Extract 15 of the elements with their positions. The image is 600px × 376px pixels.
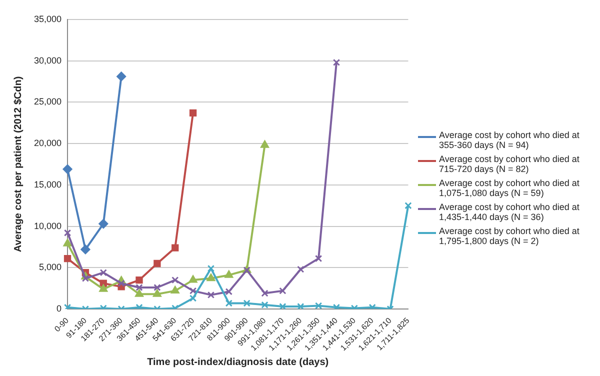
y-tick-label: 30,000: [34, 55, 62, 66]
y-tick-label: 0: [56, 304, 62, 314]
y-tick-label: 25,000: [34, 96, 62, 107]
legend-label: Average cost by cohort who died at 1,795-1,800 days (N = 2): [439, 226, 580, 246]
legend-label: Average cost by cohort who died at 355-360 days (N = 94): [439, 130, 580, 150]
legend-label: Average cost by cohort who died at 1,075-1,080 days (N = 59): [439, 178, 580, 198]
y-tick-label: 20,000: [34, 138, 62, 148]
legend-label: Average cost by cohort who died at 1,435-1,440 days (N = 36): [439, 202, 580, 222]
y-tick-label: 10,000: [34, 220, 62, 231]
y-tick-label: 35,000: [34, 14, 62, 24]
y-tick-label: 15,000: [34, 179, 62, 190]
y-tick-label: 5,000: [38, 262, 62, 272]
y-axis-title: Average cost per patient (2012 $Cdn): [12, 76, 24, 252]
x-axis-title: Time post-index/diagnosis date (days): [147, 356, 329, 368]
legend-label: Average cost by cohort who died at 715-720 days (N = 82): [439, 154, 580, 174]
